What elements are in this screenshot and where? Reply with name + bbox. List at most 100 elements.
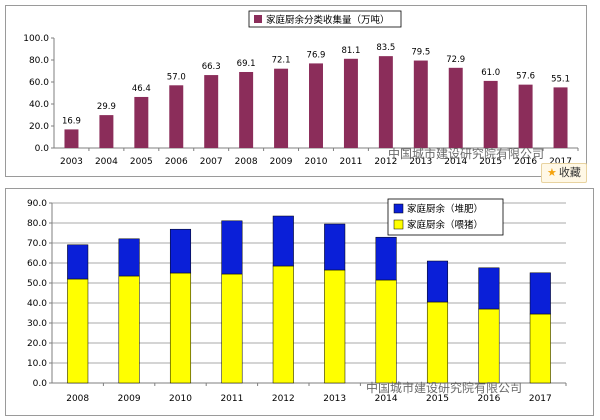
bar	[378, 56, 393, 148]
legend-box	[248, 10, 402, 28]
bar-segment-feed	[67, 278, 89, 384]
bar	[239, 71, 254, 148]
bar-segment-compost	[169, 228, 192, 274]
x-tick-label: 2007	[200, 157, 223, 167]
x-tick-label: 2014	[444, 157, 467, 167]
bar-segment-compost	[478, 267, 500, 310]
bar-segment-compost	[221, 220, 243, 275]
data-label: 76.9	[307, 50, 326, 60]
x-tick-label: 2013	[409, 157, 432, 167]
y-tick-label: 40.0	[29, 100, 49, 110]
x-tick-label: 2014	[375, 394, 398, 404]
kitchen-waste-stacked-chart: 0.0 10.0 20.0 30.0 40.0 50.0 60.0 70.0 80.0 90.0 2…	[27, 198, 567, 404]
bar-segment-compost	[118, 238, 140, 277]
x-tick-label: 2006	[165, 157, 188, 167]
bar-segment-feed	[324, 269, 346, 384]
x-tick-label: 2016	[477, 394, 500, 404]
x-tick-label: 2012	[374, 157, 397, 167]
x-tick-label: 2008	[66, 394, 89, 404]
bar	[169, 85, 184, 148]
x-tick-label: 2010	[305, 157, 328, 167]
y-tick-label: 10.0	[27, 359, 47, 369]
bar	[99, 115, 114, 148]
legend-label: 家庭厨余分类收集量（万吨）	[266, 14, 390, 26]
bar	[274, 68, 289, 148]
legend-swatch	[254, 15, 262, 23]
x-tick-label: 2004	[95, 157, 118, 167]
data-label: 72.9	[446, 55, 465, 65]
y-tick-label: 0.0	[35, 144, 50, 154]
data-label: 16.9	[62, 116, 81, 126]
bar-segment-feed	[478, 308, 500, 384]
chart-panel-top: 0.0 20.0 40.0 60.0 80.0 100.0 16.9 2003 29.9 2004…	[5, 5, 587, 177]
favorite-label: 收藏	[558, 166, 581, 179]
bar-segment-feed	[529, 313, 551, 384]
bar-segment-compost	[426, 260, 449, 303]
data-label: 81.1	[341, 46, 360, 56]
data-label: 61.0	[481, 68, 500, 78]
x-tick-label: 2012	[272, 394, 295, 404]
legend-swatch-compost	[393, 203, 404, 214]
data-label: 57.6	[516, 72, 535, 82]
legend-swatch-feed	[393, 219, 404, 230]
y-tick-label: 30.0	[27, 319, 47, 329]
bar	[309, 63, 323, 148]
bar-segment-feed	[375, 279, 397, 384]
legend: 家庭厨余（堆肥） 家庭厨余（喂猪）	[387, 198, 504, 236]
bar-segment-compost	[272, 215, 294, 267]
bar-segment-compost	[324, 223, 346, 271]
x-tick-label: 2009	[270, 157, 293, 167]
bar	[448, 67, 463, 148]
y-tick-label: 40.0	[27, 299, 47, 309]
legend-box	[387, 198, 504, 236]
y-tick-label: 20.0	[27, 339, 47, 349]
legend-label-compost: 家庭厨余（堆肥）	[407, 203, 483, 215]
x-tick-label: 2013	[323, 394, 346, 404]
x-tick-label: 2009	[118, 394, 141, 404]
favorite-button[interactable]: ★ 收藏	[541, 163, 587, 183]
bar-segment-feed	[426, 301, 449, 384]
x-tick-label: 2015	[479, 157, 502, 167]
data-label: 69.1	[237, 59, 256, 69]
x-tick-label: 2003	[60, 157, 83, 167]
y-tick-label: 80.0	[29, 56, 49, 66]
data-label: 57.0	[167, 72, 186, 82]
x-tick-label: 2008	[235, 157, 258, 167]
bar	[204, 75, 219, 148]
x-tick-label: 2005	[130, 157, 153, 167]
y-tick-label: 70.0	[27, 239, 47, 249]
watermark: 中国城市建设研究院有限公司	[366, 380, 522, 395]
y-tick-label: 20.0	[29, 122, 49, 132]
bar	[134, 96, 149, 148]
data-label: 83.5	[376, 43, 395, 53]
data-label: 79.5	[411, 48, 430, 58]
legend: 家庭厨余分类收集量（万吨）	[248, 10, 402, 28]
bar	[518, 84, 533, 148]
data-label: 29.9	[97, 102, 116, 112]
bar-segment-compost	[375, 236, 397, 281]
y-tick-label: 0.0	[33, 379, 48, 389]
star-icon: ★	[547, 166, 557, 179]
bar	[553, 87, 568, 148]
x-tick-label: 2016	[514, 157, 537, 167]
bar-segment-feed	[221, 273, 243, 384]
x-tick-label: 2017	[529, 394, 552, 404]
bar	[343, 58, 358, 148]
y-tick-label: 90.0	[27, 199, 47, 209]
data-label: 66.3	[202, 62, 221, 72]
x-tick-label: 2010	[169, 394, 192, 404]
bar	[483, 80, 498, 148]
x-tick-label: 2015	[426, 394, 449, 404]
bar-segment-feed	[118, 275, 140, 384]
y-tick-label: 50.0	[27, 279, 47, 289]
data-label: 72.1	[272, 56, 291, 66]
bar	[413, 60, 428, 148]
y-tick-label: 100.0	[23, 34, 49, 44]
y-tick-label: 60.0	[27, 259, 47, 269]
bar-segment-compost	[67, 244, 89, 280]
legend-label-feed: 家庭厨余（喂猪）	[407, 219, 483, 231]
bar-segment-feed	[169, 272, 192, 384]
data-label: 46.4	[132, 84, 151, 94]
kitchen-waste-total-chart: 0.0 20.0 40.0 60.0 80.0 100.0 16.9 2003 29.9 2004…	[23, 10, 579, 167]
y-tick-label: 80.0	[27, 219, 47, 229]
